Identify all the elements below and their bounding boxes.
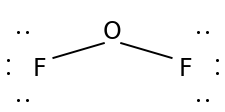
Text: O: O <box>103 20 122 44</box>
Text: F: F <box>179 57 193 81</box>
Text: F: F <box>32 57 46 81</box>
